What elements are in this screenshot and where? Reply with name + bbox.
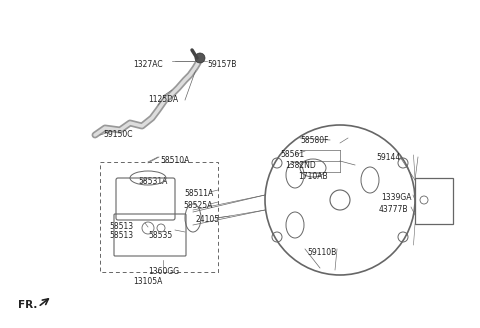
Text: 59144: 59144 xyxy=(376,153,400,162)
Text: 58511A: 58511A xyxy=(184,189,213,198)
Text: FR.: FR. xyxy=(18,300,37,310)
Text: 58561: 58561 xyxy=(280,150,304,159)
Text: 58531A: 58531A xyxy=(138,177,168,186)
Text: 1339GA: 1339GA xyxy=(381,193,411,202)
Bar xyxy=(415,178,453,224)
Bar xyxy=(100,162,218,272)
Text: 1360GG: 1360GG xyxy=(148,267,179,276)
Text: 58580F: 58580F xyxy=(300,136,328,145)
Text: 58510A: 58510A xyxy=(160,156,190,165)
Text: 59157B: 59157B xyxy=(207,60,236,69)
Circle shape xyxy=(195,53,205,63)
Text: 43777B: 43777B xyxy=(379,205,408,214)
Text: 58525A: 58525A xyxy=(183,201,212,210)
Text: 13105A: 13105A xyxy=(133,277,162,286)
Text: 58535: 58535 xyxy=(148,231,172,240)
Text: 58513: 58513 xyxy=(109,222,133,231)
Text: 1710AB: 1710AB xyxy=(298,172,328,181)
Text: 1382ND: 1382ND xyxy=(285,161,316,170)
Text: 1125DA: 1125DA xyxy=(148,95,178,104)
Text: 59150C: 59150C xyxy=(103,130,132,139)
Text: 59110B: 59110B xyxy=(307,248,336,257)
Text: 24105: 24105 xyxy=(196,215,220,224)
Text: 1327AC: 1327AC xyxy=(133,60,163,69)
Text: 58513: 58513 xyxy=(109,231,133,240)
